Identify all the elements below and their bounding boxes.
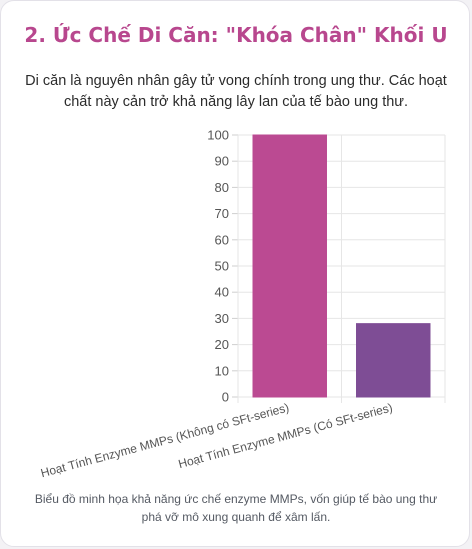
card-description: Di căn là nguyên nhân gây tử vong chính …	[25, 73, 447, 110]
y-tick-label: 100	[207, 128, 229, 143]
y-tick-label: 80	[215, 180, 229, 195]
y-tick-label: 20	[215, 337, 229, 352]
y-tick-label: 10	[215, 363, 229, 378]
card-title: 2. Ức Chế Di Căn: "Khóa Chân" Khối U	[24, 23, 448, 47]
bar-1	[252, 134, 327, 398]
y-tick-label: 50	[215, 259, 229, 274]
y-tick-label: 70	[215, 206, 229, 221]
y-tick-label: 60	[215, 232, 229, 247]
y-tick-label: 0	[222, 390, 229, 405]
bar-2	[356, 323, 431, 398]
y-tick-label: 40	[215, 285, 229, 300]
mmp-bar-chart: 0 10 20 30 40 50 60 70 80 90 100 Hoạt Tính Enzyme M…	[1, 121, 471, 481]
chart-caption: Biểu đồ minh họa khả năng ức chế enzyme …	[34, 492, 438, 524]
y-tick-label: 90	[215, 154, 229, 169]
y-tick-label: 30	[215, 311, 229, 326]
